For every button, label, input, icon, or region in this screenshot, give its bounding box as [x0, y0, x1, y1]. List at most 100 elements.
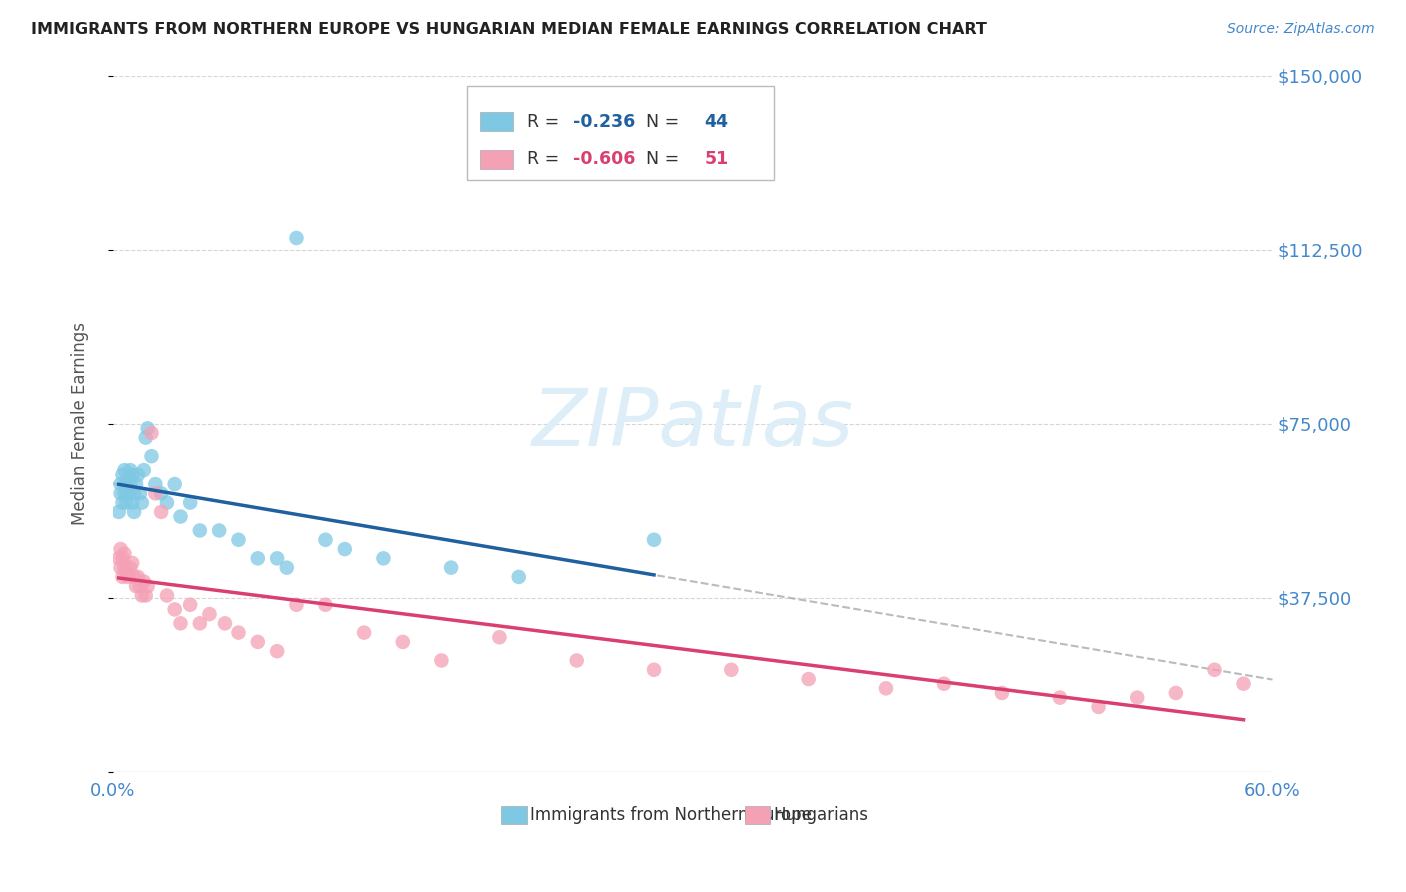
Point: [156, 495, 179, 509]
Point: [121, 467, 143, 482]
Text: R =: R =: [527, 150, 565, 169]
Point: [141, 425, 163, 440]
Point: [129, 486, 152, 500]
Y-axis label: Median Female Earnings: Median Female Earnings: [72, 322, 89, 525]
Point: [110, 477, 132, 491]
Point: [125, 579, 148, 593]
Point: [115, 566, 138, 580]
Point: [115, 495, 138, 509]
Point: [141, 449, 163, 463]
Point: [114, 463, 136, 477]
Point: [565, 653, 588, 667]
Point: [991, 686, 1014, 700]
Point: [150, 486, 173, 500]
Point: [285, 598, 308, 612]
Point: [122, 570, 145, 584]
Point: [276, 560, 298, 574]
Point: [145, 477, 167, 491]
Point: [643, 533, 665, 547]
Bar: [481, 150, 513, 169]
Text: N =: N =: [634, 150, 685, 169]
Text: Hungarians: Hungarians: [773, 806, 869, 824]
Point: [246, 551, 269, 566]
Point: [110, 560, 132, 574]
Point: [266, 551, 288, 566]
Point: [643, 663, 665, 677]
Point: [156, 589, 179, 603]
Point: [228, 625, 250, 640]
Point: [1164, 686, 1187, 700]
Point: [121, 556, 143, 570]
Point: [111, 495, 134, 509]
Point: [117, 570, 139, 584]
Point: [1126, 690, 1149, 705]
Point: [488, 630, 510, 644]
Point: [136, 421, 159, 435]
Point: [117, 472, 139, 486]
Point: [135, 431, 157, 445]
Point: [114, 547, 136, 561]
Point: [125, 477, 148, 491]
Text: N =: N =: [634, 112, 685, 131]
Point: [110, 486, 132, 500]
Point: [135, 589, 157, 603]
Point: [131, 589, 153, 603]
Point: [266, 644, 288, 658]
Point: [391, 635, 413, 649]
Point: [110, 542, 132, 557]
Point: [121, 495, 143, 509]
Point: [132, 574, 155, 589]
Point: [127, 570, 149, 584]
Point: [508, 570, 530, 584]
Point: [179, 495, 201, 509]
Point: [314, 598, 336, 612]
Point: [720, 663, 742, 677]
Point: [797, 672, 820, 686]
Point: [169, 616, 191, 631]
Point: [111, 551, 134, 566]
FancyBboxPatch shape: [467, 86, 773, 180]
Point: [163, 477, 186, 491]
Point: [169, 509, 191, 524]
Point: [145, 486, 167, 500]
Point: [1087, 699, 1109, 714]
Point: [1204, 663, 1226, 677]
Text: -0.236: -0.236: [574, 112, 636, 131]
Point: [111, 570, 134, 584]
Point: [107, 551, 129, 566]
Point: [129, 579, 152, 593]
Point: [430, 653, 453, 667]
Text: -0.606: -0.606: [574, 150, 636, 169]
Text: ZIPatlas: ZIPatlas: [531, 384, 853, 463]
Text: Source: ZipAtlas.com: Source: ZipAtlas.com: [1227, 22, 1375, 37]
Point: [314, 533, 336, 547]
Point: [1049, 690, 1071, 705]
Point: [163, 602, 186, 616]
Text: 44: 44: [704, 112, 728, 131]
Text: IMMIGRANTS FROM NORTHERN EUROPE VS HUNGARIAN MEDIAN FEMALE EARNINGS CORRELATION : IMMIGRANTS FROM NORTHERN EUROPE VS HUNGA…: [31, 22, 987, 37]
Point: [114, 560, 136, 574]
Point: [228, 533, 250, 547]
Point: [111, 467, 134, 482]
Bar: [745, 806, 770, 824]
Point: [115, 477, 138, 491]
Text: Immigrants from Northern Europe: Immigrants from Northern Europe: [530, 806, 813, 824]
Text: 51: 51: [704, 150, 728, 169]
Point: [440, 560, 463, 574]
Point: [127, 467, 149, 482]
Point: [120, 560, 142, 574]
Text: R =: R =: [527, 112, 565, 131]
Point: [122, 505, 145, 519]
Point: [353, 625, 375, 640]
Bar: [481, 112, 513, 131]
Point: [1232, 676, 1254, 690]
Point: [120, 477, 142, 491]
Point: [198, 607, 221, 621]
Point: [214, 616, 236, 631]
Point: [188, 524, 211, 538]
Point: [208, 524, 231, 538]
Point: [131, 495, 153, 509]
Point: [120, 463, 142, 477]
Point: [932, 676, 955, 690]
Point: [132, 463, 155, 477]
